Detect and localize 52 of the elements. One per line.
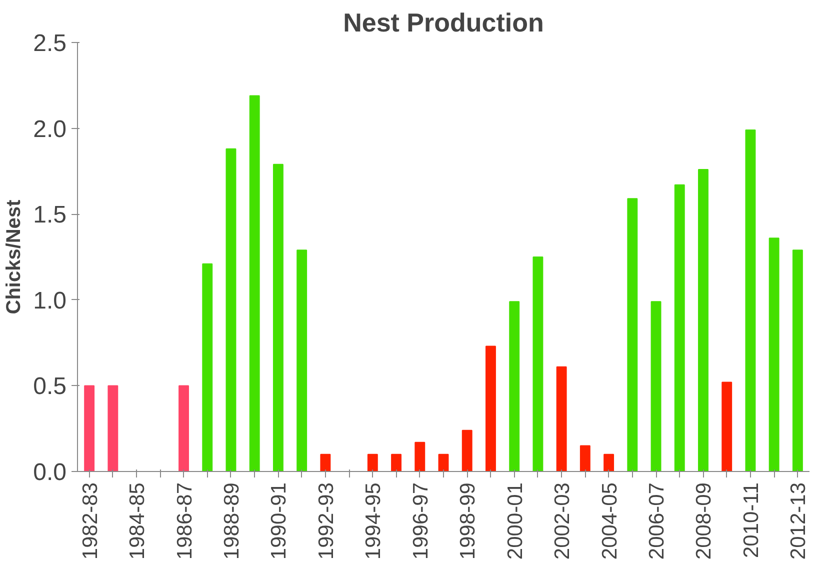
y-tick-label: 1.5: [33, 202, 67, 229]
x-tick-label: 1982-83: [78, 482, 102, 560]
y-tick-label: 2.0: [33, 116, 67, 143]
bar: [320, 454, 331, 472]
x-tick-label: 1990-91: [268, 482, 291, 560]
x-tick-label: 1996-97: [409, 482, 432, 560]
x-tick-label: 2002-03: [551, 482, 574, 560]
bar: [226, 148, 236, 472]
y-axis-title: Chicks/Nest: [3, 199, 26, 314]
x-tick-label: 1998-99: [456, 482, 480, 560]
bar: [556, 366, 567, 472]
x-tick-label: 1984-85: [126, 482, 150, 560]
bar: [509, 301, 520, 472]
bar: [627, 198, 638, 472]
x-tick-label: 2010-11: [740, 482, 763, 558]
bar: [296, 250, 308, 472]
y-tick-label: 0.5: [33, 373, 67, 400]
bar: [674, 184, 685, 472]
bar: [486, 346, 496, 472]
bar: [532, 256, 544, 472]
x-tick-label: 1986-87: [173, 482, 196, 560]
bar: [650, 301, 662, 472]
bar: [272, 164, 284, 472]
bar: [580, 445, 590, 472]
y-tick-label: 1.0: [33, 287, 67, 314]
bar: [745, 130, 756, 472]
y-tick-label: 0.0: [33, 459, 67, 486]
y-tick-label: 2.5: [33, 30, 67, 57]
bar: [84, 385, 95, 472]
chart-title: Nest Production: [343, 8, 544, 38]
bar: [438, 454, 449, 472]
x-tick-label: 2008-09: [692, 482, 716, 560]
x-tick-label: 2004-05: [598, 482, 622, 560]
x-tick-label: 2000-01: [504, 482, 527, 560]
x-tick-label: 2012-13: [787, 482, 810, 560]
bar: [462, 430, 472, 472]
x-tick-label: 1992-93: [314, 482, 338, 560]
bar: [249, 95, 260, 472]
bar: [698, 168, 708, 472]
x-tick-label: 1988-89: [220, 482, 244, 560]
bar: [604, 454, 614, 472]
bar: [108, 385, 118, 472]
bar: [202, 263, 213, 472]
bar: [178, 385, 189, 472]
bar: [367, 454, 378, 472]
x-tick-label: 1994-95: [362, 482, 386, 560]
bar: [391, 454, 402, 472]
bar: [722, 382, 732, 472]
bar: [792, 250, 803, 472]
bar: [414, 442, 426, 472]
bar: [768, 238, 780, 472]
x-tick-label: 2006-07: [646, 482, 669, 560]
